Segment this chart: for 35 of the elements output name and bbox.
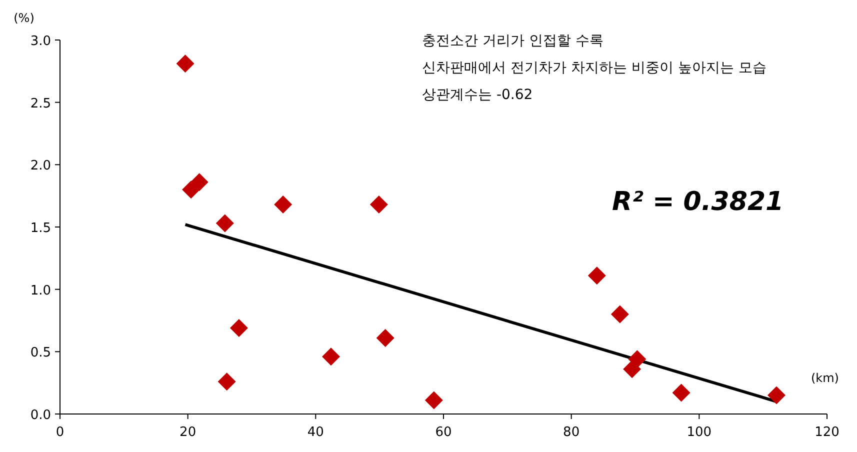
point bbox=[230, 318, 248, 337]
y-axis-title: (%) bbox=[14, 11, 34, 25]
point bbox=[216, 214, 234, 232]
x-tick-label: 20 bbox=[180, 425, 196, 440]
y-tick-label: 2.0 bbox=[30, 158, 51, 174]
point bbox=[623, 360, 642, 378]
x-tick-label: 100 bbox=[686, 425, 712, 440]
y-tick-label: 2.5 bbox=[30, 96, 51, 112]
point bbox=[588, 266, 606, 285]
x-tick-label: 0 bbox=[56, 425, 64, 440]
annotation: 상관계수는 -0.62 bbox=[422, 87, 533, 103]
x-axis-title: (km) bbox=[810, 371, 840, 385]
point bbox=[176, 54, 194, 73]
x-tick-label: 120 bbox=[814, 425, 840, 440]
y-tick-label: 0.5 bbox=[30, 346, 51, 361]
annotation: 신차판매에서 전기차가 차지하는 비중이 높아지는 모습 bbox=[422, 60, 766, 76]
y-tick-label: 1.0 bbox=[30, 283, 51, 298]
point bbox=[376, 328, 394, 347]
point bbox=[274, 196, 292, 214]
annotation: R² = 0.3821 bbox=[612, 187, 784, 217]
point bbox=[424, 391, 443, 410]
y-tick-label: 0.0 bbox=[30, 408, 51, 423]
point bbox=[370, 196, 388, 214]
point bbox=[190, 173, 208, 192]
point bbox=[672, 384, 690, 402]
point bbox=[610, 305, 629, 324]
point bbox=[322, 348, 340, 366]
y-tick-label: 3.0 bbox=[30, 34, 51, 49]
x-tick-label: 60 bbox=[435, 425, 452, 440]
point bbox=[218, 372, 236, 391]
point bbox=[768, 386, 786, 404]
y-tick-label: 1.5 bbox=[30, 221, 51, 236]
x-tick-label: 80 bbox=[563, 425, 580, 440]
annotation: 충전소간 거리가 인접할 수록 bbox=[422, 33, 604, 49]
x-tick-label: 40 bbox=[307, 425, 324, 440]
